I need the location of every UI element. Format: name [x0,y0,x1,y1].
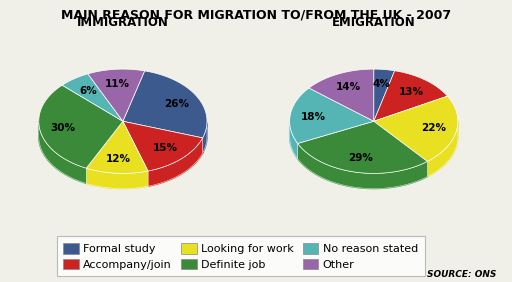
Polygon shape [309,69,374,121]
Polygon shape [62,74,123,121]
Text: 12%: 12% [106,154,131,164]
Polygon shape [297,121,428,173]
Polygon shape [39,85,123,168]
Polygon shape [374,96,458,161]
Polygon shape [203,123,207,153]
Polygon shape [86,168,148,189]
Polygon shape [86,168,148,189]
Polygon shape [290,88,374,144]
Text: 14%: 14% [335,82,360,92]
Polygon shape [148,138,203,186]
Polygon shape [148,138,203,186]
Text: 22%: 22% [421,123,446,133]
Polygon shape [86,121,148,173]
Polygon shape [374,69,395,121]
Text: 15%: 15% [153,143,178,153]
Text: SOURCE: ONS: SOURCE: ONS [428,270,497,279]
Polygon shape [428,121,458,177]
Polygon shape [88,69,145,121]
Text: 11%: 11% [105,79,131,89]
Text: 29%: 29% [348,153,373,163]
Text: 4%: 4% [372,79,390,89]
Text: 6%: 6% [79,86,97,96]
Text: 26%: 26% [164,98,189,109]
Polygon shape [374,71,447,121]
Legend: Formal study, Accompany/join, Looking for work, Definite job, No reason stated, : Formal study, Accompany/join, Looking fo… [57,236,424,276]
Polygon shape [290,121,297,158]
Polygon shape [39,122,86,183]
Title: EMIGRATION: EMIGRATION [332,16,416,29]
Polygon shape [203,122,207,153]
Text: 13%: 13% [398,87,423,97]
Polygon shape [297,144,428,189]
Polygon shape [297,144,428,189]
Polygon shape [428,122,458,177]
Polygon shape [123,71,207,138]
Text: MAIN REASON FOR MIGRATION TO/FROM THE UK - 2007: MAIN REASON FOR MIGRATION TO/FROM THE UK… [61,8,451,21]
Title: IMMIGRATION: IMMIGRATION [77,16,169,29]
Text: 18%: 18% [301,112,326,122]
Polygon shape [39,122,86,183]
Polygon shape [123,121,203,171]
Text: 30%: 30% [51,123,76,133]
Polygon shape [290,122,297,158]
